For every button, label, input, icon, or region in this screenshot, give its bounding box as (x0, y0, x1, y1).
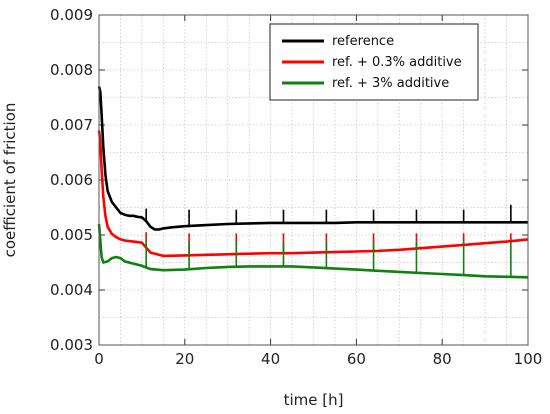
y-tick-label-0-007: 0.007 (50, 116, 93, 134)
y-tick-label-0-008: 0.008 (50, 61, 93, 79)
y-tick-label-0-005: 0.005 (50, 226, 93, 244)
x-tick-label-100: 100 (514, 350, 543, 368)
legend: reference ref. + 0.3% additive ref. + 3%… (269, 23, 479, 101)
series-line-reference (97, 86, 528, 231)
plot-frame (98, 14, 529, 346)
y-tick-label-0-004: 0.004 (50, 281, 93, 299)
legend-label-0-3-additive: ref. + 0.3% additive (332, 55, 462, 70)
x-tick-label-0: 0 (94, 350, 104, 368)
y-tick-label-0-006: 0.006 (50, 171, 93, 189)
series-lines (97, 86, 529, 279)
series-line-ref-0-3-additive (97, 130, 529, 258)
x-tick-label-60: 60 (347, 350, 366, 368)
x-tick-label-20: 20 (175, 350, 194, 368)
x-tick-label-40: 40 (261, 350, 280, 368)
x-tick-label-80: 80 (433, 350, 452, 368)
y-tick-label-0-009: 0.009 (50, 6, 93, 24)
y-tick-label-0-003: 0.003 (50, 336, 93, 354)
x-axis-label: time [h] (284, 391, 344, 409)
tick-labels: 0 20 40 60 80 100 0.003 0.004 0.005 0.006 0.007 0.0… (50, 6, 542, 368)
y-axis-label: coefficient of friction (1, 103, 19, 258)
legend-label-reference: reference (332, 34, 394, 49)
series-line-ref-3-additive (97, 223, 529, 279)
legend-label-3-additive: ref. + 3% additive (332, 76, 449, 91)
